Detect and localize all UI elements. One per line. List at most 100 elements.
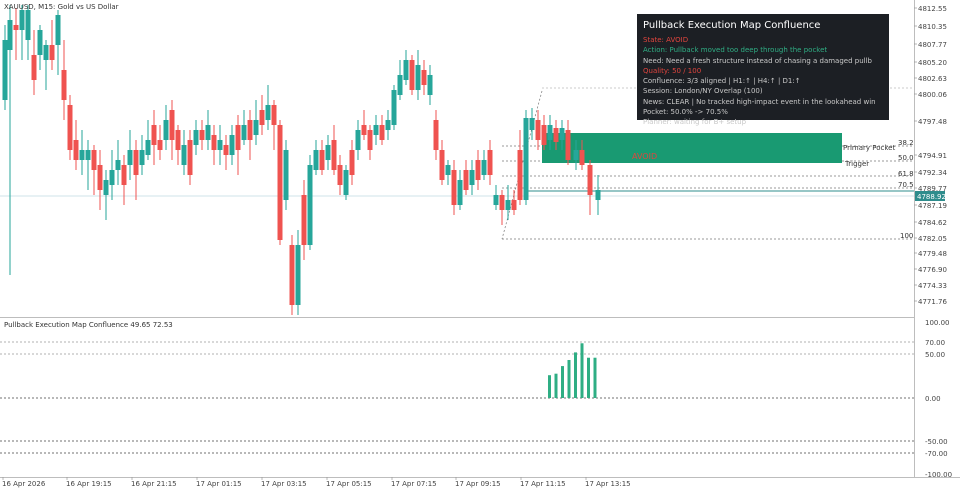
time-axis-label: 17 Apr 13:15 xyxy=(585,480,631,488)
histogram-bar xyxy=(587,357,590,398)
candle-body xyxy=(151,125,157,145)
fib-100-label: 100 xyxy=(900,232,913,240)
candle-body xyxy=(79,150,85,160)
candle-body xyxy=(67,105,73,150)
candle-body xyxy=(403,60,409,80)
candle-body xyxy=(187,140,193,175)
price-axis-label: 4784.62 xyxy=(918,219,947,227)
time-axis-label: 16 Apr 21:15 xyxy=(131,480,177,488)
price-axis-label: 4782.05 xyxy=(918,235,947,243)
candle-body xyxy=(469,170,475,185)
candle-body xyxy=(535,120,541,140)
candle-body xyxy=(397,75,403,95)
candle-body xyxy=(169,110,175,140)
avoid-zone-label: AVOID xyxy=(632,152,657,161)
price-axis[interactable]: 4812.55 4810.35 4807.77 4805.20 4802.63 4800.… xyxy=(914,5,947,306)
candle-body xyxy=(283,150,289,200)
candle-body xyxy=(241,125,247,140)
candle-body xyxy=(367,130,373,150)
time-axis-label: 16 Apr 2026 xyxy=(2,480,46,488)
current-price-label: 4788.92 xyxy=(917,193,946,201)
candle-body xyxy=(127,150,133,165)
candle-body xyxy=(211,135,217,150)
price-axis-label: 4800.06 xyxy=(918,91,947,99)
info-panel-title: Pullback Execution Map Confluence xyxy=(643,20,821,31)
candle-body xyxy=(463,170,469,190)
histogram-bar xyxy=(554,373,558,398)
candle-body xyxy=(91,150,97,170)
candle-body xyxy=(337,165,343,185)
candle-body xyxy=(307,165,313,245)
oscillator-axis: 100.00 70.00 50.00 0.00 -50.00 -70.00 -100.00 xyxy=(925,319,952,479)
info-news: News: CLEAR | No tracked high-impact eve… xyxy=(643,97,876,106)
candle-body xyxy=(193,130,199,145)
time-axis-label: 17 Apr 05:15 xyxy=(326,480,372,488)
price-axis-label: 4794.91 xyxy=(918,152,947,160)
candle-body xyxy=(217,140,223,150)
histogram-bar xyxy=(574,352,577,398)
candle-body xyxy=(259,110,265,125)
time-axis-label: 17 Apr 11:15 xyxy=(520,480,566,488)
candle-body xyxy=(103,180,109,195)
candle-body xyxy=(157,140,163,150)
candle-body xyxy=(139,150,145,165)
candle-body xyxy=(133,150,139,175)
candle-body xyxy=(427,75,433,95)
info-quality: Quality: 50 / 100 xyxy=(643,66,702,75)
fib-382-label: 38.2 xyxy=(898,139,914,147)
histogram-bar xyxy=(567,360,571,398)
time-axis-label: 17 Apr 07:15 xyxy=(391,480,437,488)
candle-body xyxy=(343,170,349,195)
confluence-histogram xyxy=(548,343,597,398)
candle-body xyxy=(295,245,301,305)
time-axis-label: 16 Apr 19:15 xyxy=(66,480,112,488)
candle-body xyxy=(13,25,19,30)
candle-body xyxy=(319,150,325,170)
candle-body xyxy=(7,20,13,50)
candle-body xyxy=(2,40,8,100)
osc-axis-label: -50.00 xyxy=(925,438,948,446)
candlesticks xyxy=(2,5,601,315)
candle-body xyxy=(523,118,529,200)
info-pocket: Pocket: 50.0% -> 70.5% xyxy=(643,108,728,117)
candle-body xyxy=(43,45,49,60)
candle-body xyxy=(73,140,79,160)
histogram-bar xyxy=(593,357,597,398)
candle-body xyxy=(265,105,271,120)
candle-body xyxy=(421,70,427,85)
candle-body xyxy=(55,15,61,45)
candle-body xyxy=(49,45,55,60)
candle-body xyxy=(235,125,241,150)
candle-body xyxy=(391,90,397,125)
primary-pocket-zone[interactable] xyxy=(542,133,842,163)
candle-body xyxy=(511,200,517,210)
time-axis[interactable]: 16 Apr 2026 16 Apr 19:15 16 Apr 21:15 17 Ap… xyxy=(2,477,631,488)
candle-body xyxy=(223,145,229,155)
candle-body xyxy=(115,160,121,170)
candle-body xyxy=(145,140,151,155)
candle-body xyxy=(595,190,601,200)
candle-body xyxy=(301,195,307,245)
price-axis-label: 4810.35 xyxy=(918,23,947,31)
candle-body xyxy=(361,125,367,135)
candle-body xyxy=(121,165,127,185)
candle-body xyxy=(19,10,25,30)
time-axis-label: 17 Apr 01:15 xyxy=(196,480,242,488)
osc-levels xyxy=(0,341,914,454)
candle-body xyxy=(385,120,391,130)
candle-body xyxy=(587,165,593,195)
candle-body xyxy=(445,165,451,175)
info-planner: Planner: waiting for B+ setup xyxy=(643,118,747,127)
price-axis-label: 4779.48 xyxy=(918,250,947,258)
candle-body xyxy=(457,180,463,205)
info-state: State: AVOID xyxy=(643,36,689,44)
trigger-label: Trigger xyxy=(844,160,869,168)
candle-body xyxy=(379,125,385,140)
candle-body xyxy=(481,160,487,175)
candle-body xyxy=(415,65,421,90)
candle-body xyxy=(433,120,439,150)
candle-body xyxy=(541,125,547,145)
candle-body xyxy=(97,165,103,190)
histogram-bar xyxy=(580,343,584,398)
